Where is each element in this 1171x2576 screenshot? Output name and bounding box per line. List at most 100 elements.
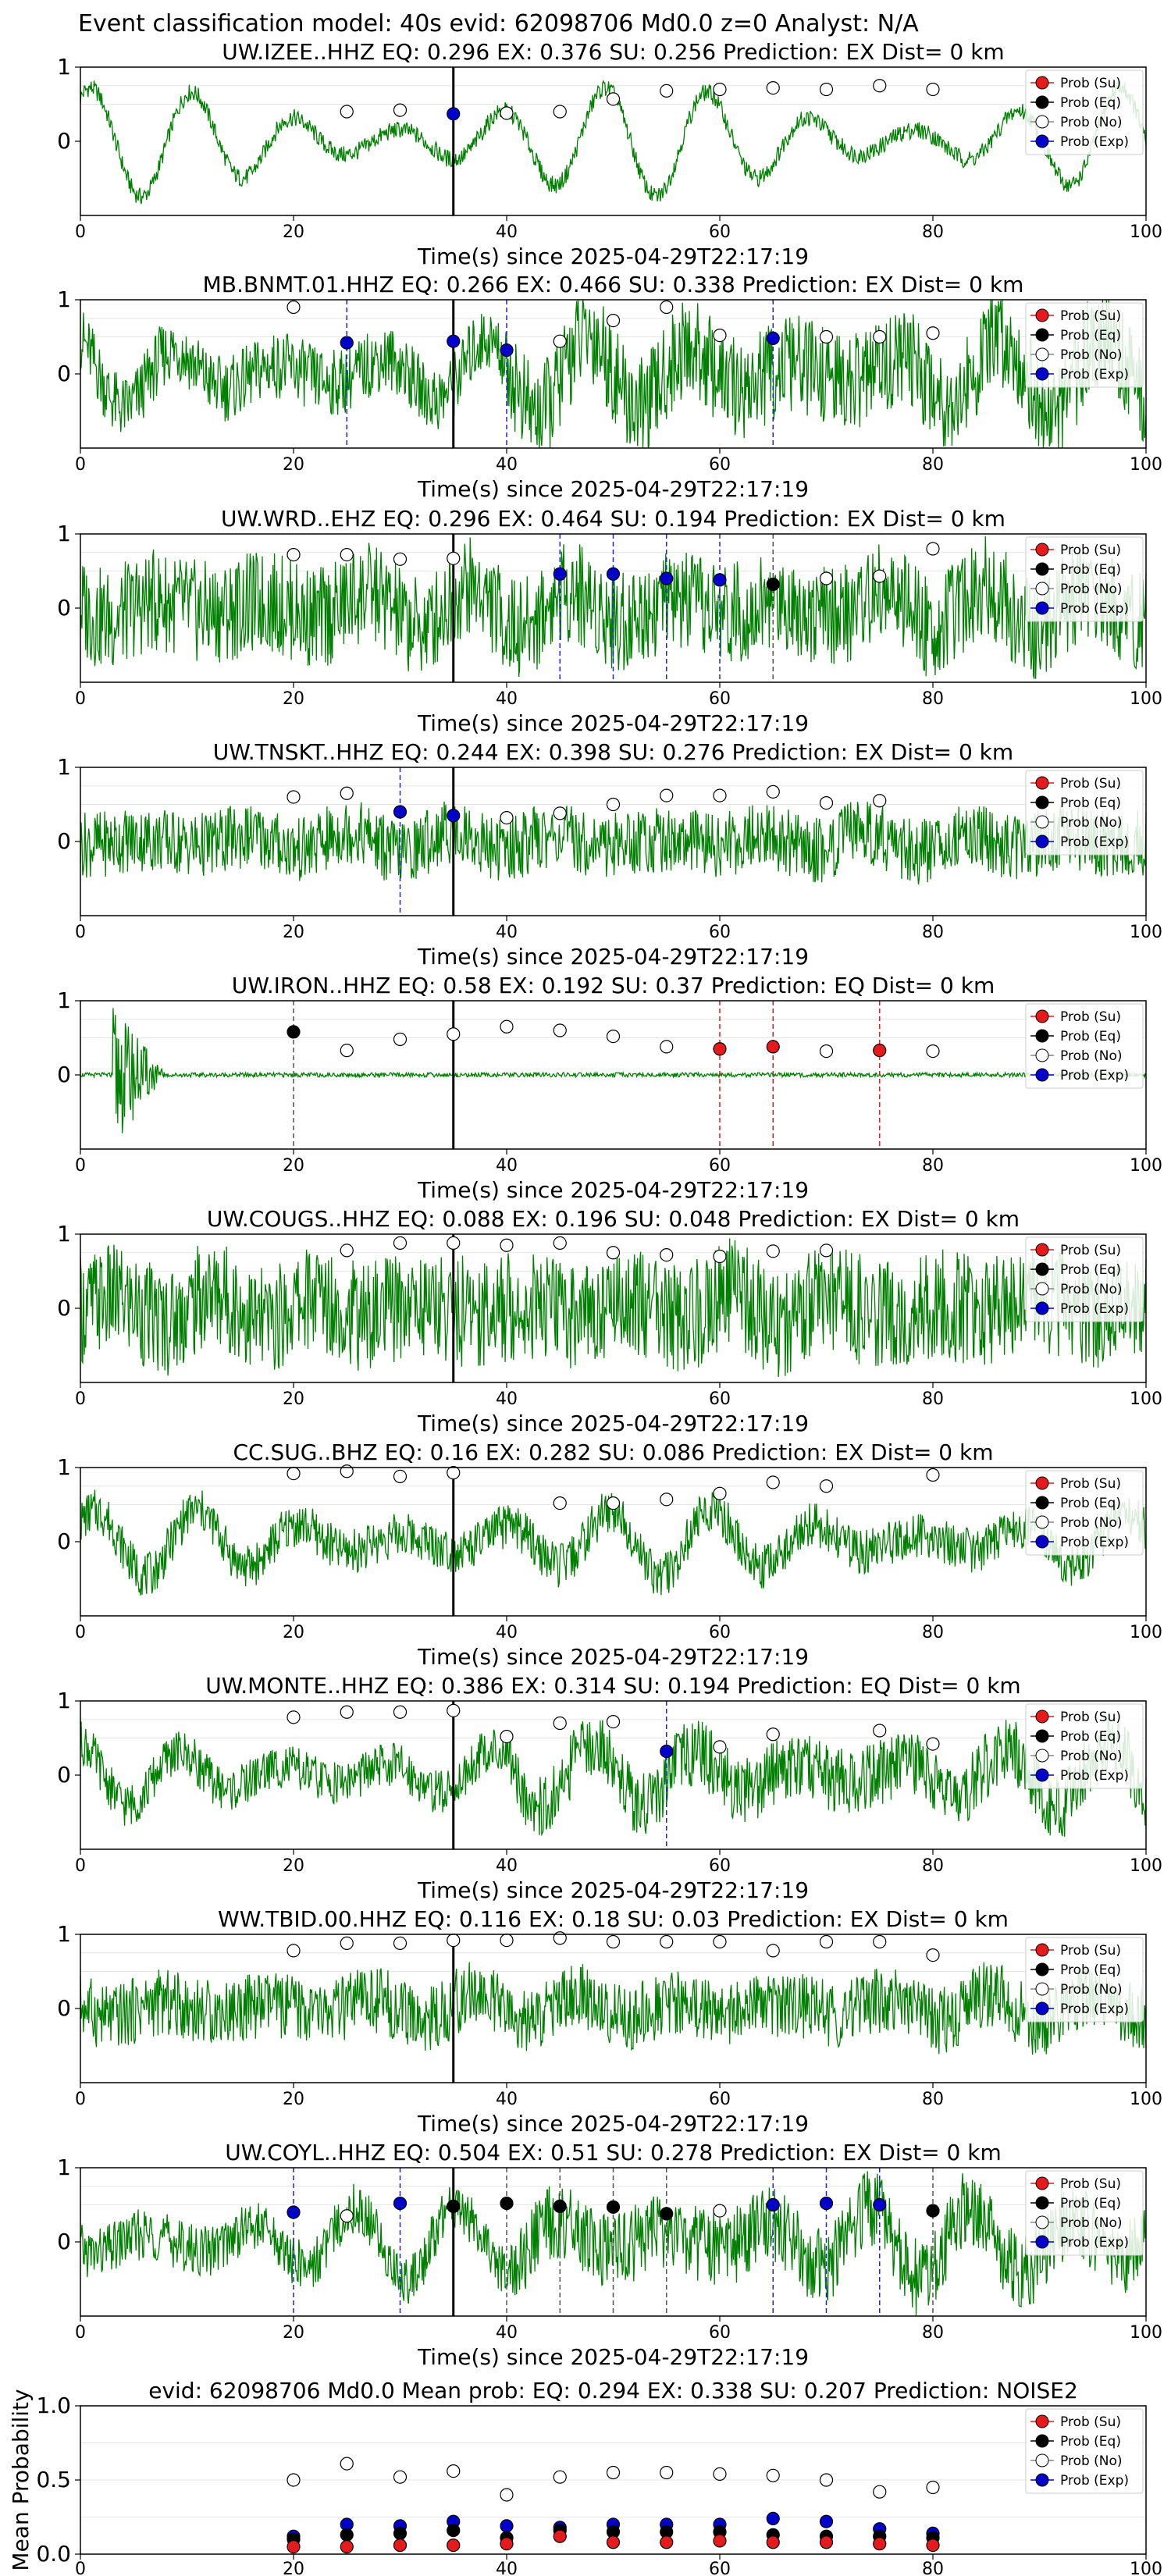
- legend-label: Prob (Exp): [1060, 2473, 1129, 2489]
- legend-label: Prob (No): [1060, 115, 1123, 130]
- x-tick-label: 100: [1130, 1156, 1162, 1176]
- mean-prob-su: [553, 2529, 567, 2543]
- y-tick-label: 0: [57, 1062, 71, 1087]
- x-tick-label: 100: [1130, 923, 1162, 942]
- legend-marker: [1035, 2001, 1049, 2016]
- x-tick-label: 20: [283, 222, 304, 242]
- x-tick-label: 80: [922, 689, 944, 709]
- prob-marker-exp: [340, 336, 354, 350]
- prob-marker-no: [606, 1934, 621, 1949]
- y-tick-label: 1: [57, 521, 71, 546]
- legend-marker: [1035, 2414, 1049, 2428]
- prob-marker-no: [660, 1040, 674, 1054]
- panel-10: UW.COYL..HHZ EQ: 0.504 EX: 0.51 SU: 0.27…: [57, 2140, 1162, 2370]
- prob-marker-no: [447, 551, 461, 565]
- legend-marker: [1035, 1243, 1049, 1257]
- x-tick-label: 40: [496, 2323, 518, 2343]
- mean-prob-su: [819, 2535, 834, 2549]
- legend-marker: [1035, 1749, 1049, 1763]
- x-tick-label: 80: [922, 2323, 944, 2343]
- legend-label: Prob (Su): [1060, 1243, 1121, 1258]
- x-tick-label: 60: [709, 455, 731, 475]
- legend-label: Prob (Eq): [1060, 1729, 1121, 1745]
- prob-marker-no: [340, 547, 354, 562]
- prob-marker-no: [926, 1044, 940, 1059]
- panel-title: MB.BNMT.01.HHZ EQ: 0.266 EX: 0.466 SU: 0…: [203, 272, 1024, 297]
- prob-marker-su: [873, 1044, 887, 1058]
- legend-marker: [1035, 2434, 1049, 2448]
- legend-label: Prob (Exp): [1060, 1301, 1129, 1317]
- legend-label: Prob (Exp): [1060, 2001, 1129, 2017]
- panel-title: UW.COYL..HHZ EQ: 0.504 EX: 0.51 SU: 0.27…: [225, 2140, 1002, 2165]
- x-tick-label: 20: [283, 923, 304, 942]
- y-tick-label: 0: [57, 361, 71, 386]
- legend-label: Prob (No): [1060, 1282, 1123, 1297]
- x-tick-label: 20: [283, 689, 304, 709]
- legend-marker: [1035, 328, 1049, 342]
- legend-label: Prob (No): [1060, 582, 1123, 597]
- y-tick-label: 0: [57, 1528, 71, 1554]
- prob-marker-no: [926, 542, 940, 556]
- prob-marker-no: [393, 103, 408, 117]
- x-tick-label: 60: [709, 222, 731, 242]
- prob-marker-no: [713, 788, 727, 802]
- prob-marker-no: [606, 797, 621, 812]
- mean-prob-no: [713, 2467, 727, 2481]
- x-tick-label: 100: [1130, 2560, 1162, 2576]
- y-tick-label: 0: [57, 1995, 71, 2021]
- panel-3: UW.WRD..EHZ EQ: 0.296 EX: 0.464 SU: 0.19…: [57, 506, 1162, 736]
- y-tick-label: 1: [57, 286, 71, 312]
- x-tick-label: 40: [496, 222, 518, 242]
- prob-marker-eq: [660, 2207, 674, 2221]
- prob-marker-eq: [447, 2199, 461, 2213]
- x-tick-label: 80: [922, 2090, 944, 2109]
- legend-marker: [1035, 1496, 1049, 1510]
- x-tick-label: 40: [496, 1856, 518, 1876]
- x-tick-label: 100: [1130, 2090, 1162, 2109]
- prob-marker-no: [340, 105, 354, 119]
- prob-marker-no: [500, 1019, 514, 1034]
- x-tick-label: 100: [1130, 222, 1162, 242]
- mean-prob-no: [873, 2485, 887, 2499]
- prob-marker-exp: [713, 573, 727, 587]
- prob-marker-no: [926, 1948, 940, 1962]
- panel-7: CC.SUG..BHZ EQ: 0.16 EX: 0.282 SU: 0.086…: [57, 1439, 1162, 1670]
- x-tick-label: 0: [75, 1389, 86, 1409]
- prob-marker-no: [819, 1934, 834, 1949]
- legend-label: Prob (No): [1060, 1048, 1123, 1064]
- prob-marker-no: [553, 1716, 567, 1731]
- prob-marker-exp: [447, 107, 461, 121]
- mean-prob-no: [553, 2470, 567, 2484]
- x-tick-label: 100: [1130, 2323, 1162, 2343]
- mean-prob-su: [500, 2537, 514, 2551]
- prob-marker-no: [447, 1934, 461, 1948]
- x-tick-label: 0: [75, 1156, 86, 1176]
- y-tick-label: 1: [57, 754, 71, 780]
- panel-title: WW.TBID.00.HHZ EQ: 0.116 EX: 0.18 SU: 0.…: [218, 1906, 1009, 1932]
- x-tick-label: 80: [922, 455, 944, 475]
- legend-marker: [1035, 582, 1049, 596]
- prob-marker-no: [660, 788, 674, 802]
- y-tick-label: 1: [57, 1454, 71, 1480]
- prob-marker-no: [606, 92, 621, 106]
- legend-marker: [1035, 562, 1049, 576]
- legend-label: Prob (Su): [1060, 1009, 1121, 1025]
- legend-marker: [1035, 1282, 1049, 1296]
- legend-label: Prob (Su): [1060, 776, 1121, 792]
- prob-marker-no: [660, 300, 674, 315]
- mean-prob-su: [447, 2539, 461, 2553]
- panel-title: CC.SUG..BHZ EQ: 0.16 EX: 0.282 SU: 0.086…: [233, 1439, 993, 1465]
- prob-marker-exp: [500, 343, 514, 358]
- x-tick-label: 20: [283, 455, 304, 475]
- legend-label: Prob (Su): [1060, 2414, 1121, 2430]
- y-axis-label: Mean Probability: [8, 2389, 34, 2571]
- prob-marker-su: [766, 1040, 780, 1054]
- legend-box: [1025, 1003, 1144, 1089]
- y-tick-label: 0.0: [36, 2541, 71, 2567]
- panel-title: UW.COUGS..HHZ EQ: 0.088 EX: 0.196 SU: 0.…: [207, 1206, 1020, 1232]
- x-tick-label: 20: [283, 2323, 304, 2343]
- y-tick-label: 0: [57, 1295, 71, 1321]
- prob-marker-no: [340, 1705, 354, 1719]
- prob-marker-no: [447, 1466, 461, 1480]
- legend-marker: [1035, 2235, 1049, 2249]
